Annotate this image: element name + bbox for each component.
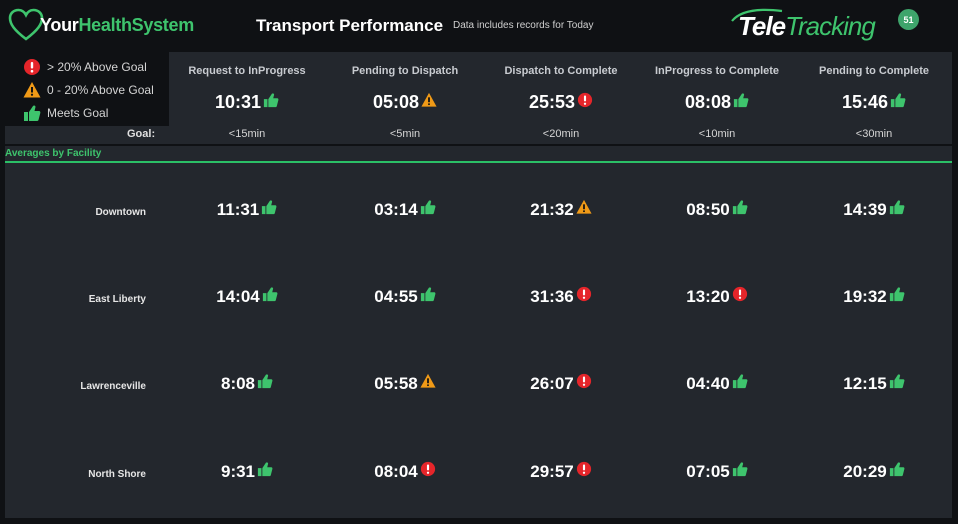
warning-triangle-icon	[421, 92, 437, 108]
facility-value: 31:36	[483, 286, 639, 307]
facility-row-north-shore: North Shore 9:31 08:04 29:57 07:05 20:29	[5, 458, 952, 498]
facility-value: 12:15	[796, 374, 952, 394]
metric-goal: <10min	[698, 128, 736, 140]
facility-name: Lawrenceville	[80, 381, 146, 392]
thumbs-up-icon	[889, 199, 905, 215]
metric-dispatch-to-complete: Dispatch to Complete 25:53 <20min	[483, 52, 639, 144]
facility-value: 03:14	[327, 200, 483, 220]
brand-logo: YourHealthSystem	[8, 8, 194, 42]
facility-value: 13:20	[639, 286, 795, 307]
metric-pending-to-dispatch: Pending to Dispatch 05:08 <5min	[327, 52, 483, 144]
brand-name: YourHealthSystem	[40, 14, 194, 35]
facility-value: 11:31	[169, 200, 325, 220]
thumbs-up-icon	[889, 461, 905, 477]
heart-logo-icon	[8, 8, 44, 41]
thumbs-up-icon	[420, 286, 436, 302]
facility-value: 08:50	[639, 200, 795, 220]
goal-row	[5, 126, 169, 144]
facility-row-east-liberty: East Liberty 14:04 04:55 31:36 13:20 19:…	[5, 283, 952, 323]
facility-value: 14:39	[796, 200, 952, 220]
thumbs-up-icon	[732, 461, 748, 477]
facility-value: 26:07	[483, 373, 639, 394]
metric-request-to-inprogress: Request to InProgress 10:31 <15min	[169, 52, 325, 144]
section-divider	[5, 161, 952, 163]
thumbs-up-icon	[889, 373, 905, 389]
alert-circle-icon	[576, 286, 592, 302]
thumbs-up-icon	[889, 286, 905, 302]
warning-triangle-icon	[23, 81, 41, 99]
goal-label: Goal:	[127, 128, 156, 140]
metric-value: 05:08	[327, 92, 483, 113]
metric-value: 25:53	[483, 92, 639, 113]
facility-value: 29:57	[483, 461, 639, 482]
thumbs-up-icon	[257, 461, 273, 477]
metric-value: 15:46	[796, 92, 952, 113]
metric-goal: <15min	[228, 128, 266, 140]
facility-name: Downtown	[95, 207, 146, 218]
thumbs-up-icon	[732, 199, 748, 215]
facility-value: 20:29	[796, 462, 952, 482]
facility-value: 21:32	[483, 199, 639, 220]
thumbs-up-icon	[733, 92, 749, 108]
metric-name: InProgress to Complete	[654, 65, 780, 77]
thumbs-up-icon	[262, 286, 278, 302]
facility-row-downtown: Downtown 11:31 03:14 21:32 08:50 14:39	[5, 196, 952, 236]
facility-name: East Liberty	[88, 294, 146, 305]
facility-value: 19:32	[796, 287, 952, 307]
warning-triangle-icon	[576, 199, 592, 215]
metric-value: 10:31	[169, 92, 325, 113]
teletracking-logo: TeleTracking	[730, 7, 890, 45]
facility-name: North Shore	[88, 469, 146, 480]
swoosh-icon	[731, 8, 783, 22]
thumbs-up-icon	[257, 373, 273, 389]
alert-circle-icon	[577, 92, 593, 108]
page-subtitle: Data includes records for Today	[453, 20, 594, 31]
alert-circle-icon	[576, 373, 592, 389]
thumbs-up-icon	[261, 199, 277, 215]
facility-value: 04:40	[639, 374, 795, 394]
thumbs-up-icon	[23, 104, 41, 122]
metric-pending-to-complete: Pending to Complete 15:46 <30min	[796, 52, 952, 144]
thumbs-up-icon	[263, 92, 279, 108]
thumbs-up-icon	[890, 92, 906, 108]
warning-triangle-icon	[420, 373, 436, 389]
facility-value: 8:08	[169, 374, 325, 394]
metric-goal: <30min	[855, 128, 893, 140]
facility-panel	[5, 146, 952, 518]
thumbs-up-icon	[732, 373, 748, 389]
metric-name: Dispatch to Complete	[504, 65, 618, 77]
metric-inprogress-to-complete: InProgress to Complete 08:08 <10min	[639, 52, 795, 144]
facility-value: 14:04	[169, 287, 325, 307]
header: YourHealthSystem Transport Performance D…	[0, 0, 958, 52]
facility-row-lawrenceville: Lawrenceville 8:08 05:58 26:07 04:40 12:…	[5, 370, 952, 410]
metric-goal: <5min	[389, 128, 421, 140]
metric-goal: <20min	[542, 128, 580, 140]
legend-item-meets: Meets Goal	[23, 104, 108, 122]
metric-name: Pending to Dispatch	[351, 65, 459, 77]
alert-circle-icon	[23, 58, 41, 76]
alert-circle-icon	[732, 286, 748, 302]
facility-value: 05:58	[327, 373, 483, 394]
facility-section-title: Averages by Facility	[5, 148, 102, 159]
thumbs-up-icon	[420, 199, 436, 215]
legend-item-0-20: 0 - 20% Above Goal	[23, 81, 154, 99]
notification-badge[interactable]: 51	[898, 9, 919, 30]
legend-item-above-20: > 20% Above Goal	[23, 58, 147, 76]
facility-value: 04:55	[327, 287, 483, 307]
metric-name: Request to InProgress	[188, 65, 306, 77]
facility-value: 08:04	[327, 461, 483, 482]
facility-value: 07:05	[639, 462, 795, 482]
alert-circle-icon	[576, 461, 592, 477]
page-title: Transport Performance	[256, 16, 444, 35]
summary-panel	[169, 52, 952, 144]
legend: > 20% Above Goal 0 - 20% Above Goal Meet…	[5, 52, 169, 126]
facility-value: 9:31	[169, 462, 325, 482]
metric-name: Pending to Complete	[819, 65, 929, 77]
metric-value: 08:08	[639, 92, 795, 113]
alert-circle-icon	[420, 461, 436, 477]
